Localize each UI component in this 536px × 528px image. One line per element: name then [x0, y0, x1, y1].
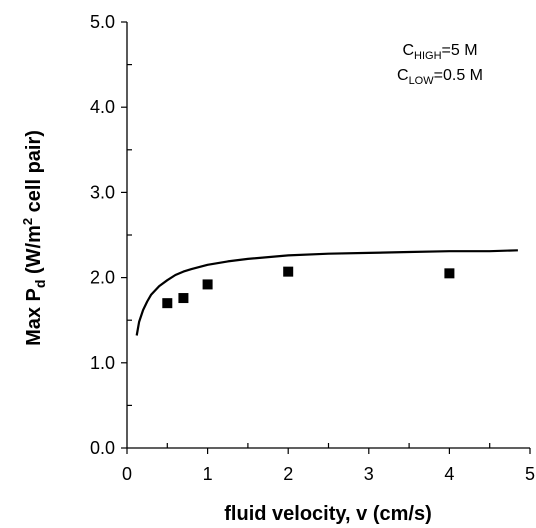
x-axis-title: fluid velocity, v (cm/s): [224, 503, 431, 525]
annotation-c-high-main: C: [402, 42, 414, 59]
data-point: [178, 293, 189, 304]
annotation-c-high: CHIGH=5 M: [402, 42, 477, 62]
marks: [135, 249, 518, 336]
annotation-c-low-main: C: [397, 67, 409, 84]
y-axis-title-sup: 2: [20, 218, 35, 225]
ticks: 0.0 1.0 2.0 3.0 4.0 5.0 0 1 2 3 4 5: [90, 12, 535, 484]
y-tick-label: 1.0: [90, 353, 115, 373]
x-tick-label: 0: [122, 464, 132, 484]
data-point: [444, 268, 455, 279]
x-tick-label: 5: [525, 464, 535, 484]
y-tick-label: 4.0: [90, 97, 115, 117]
y-axis-title-suffix: cell pair): [23, 130, 45, 218]
y-tick-label: 2.0: [90, 268, 115, 288]
series-line: [135, 249, 518, 336]
y-axis-title-mid: (W/m: [23, 225, 45, 279]
y-tick-label: 5.0: [90, 12, 115, 32]
annotation-c-high-rest: =5 M: [442, 42, 478, 59]
annotation-c-low-sub: LOW: [409, 75, 435, 87]
y-axis-title-prefix: Max P: [23, 288, 45, 346]
annotation-c-low: CLOW=0.5 M: [397, 67, 483, 87]
axes: [126, 22, 530, 449]
data-point: [162, 298, 173, 309]
y-tick-label: 0.0: [90, 438, 115, 458]
y-axis-title: Max Pd (W/m2 cell pair): [20, 130, 48, 346]
annotation-c-low-rest: =0.5 M: [434, 67, 483, 84]
x-tick-label: 1: [203, 464, 213, 484]
y-tick-label: 3.0: [90, 182, 115, 202]
annotation-c-high-sub: HIGH: [414, 50, 442, 62]
x-tick-label: 2: [283, 464, 293, 484]
x-tick-label: 3: [364, 464, 374, 484]
data-point: [283, 266, 294, 277]
y-axis-title-sub: d: [32, 280, 48, 289]
x-tick-label: 4: [444, 464, 454, 484]
data-point: [202, 279, 213, 290]
